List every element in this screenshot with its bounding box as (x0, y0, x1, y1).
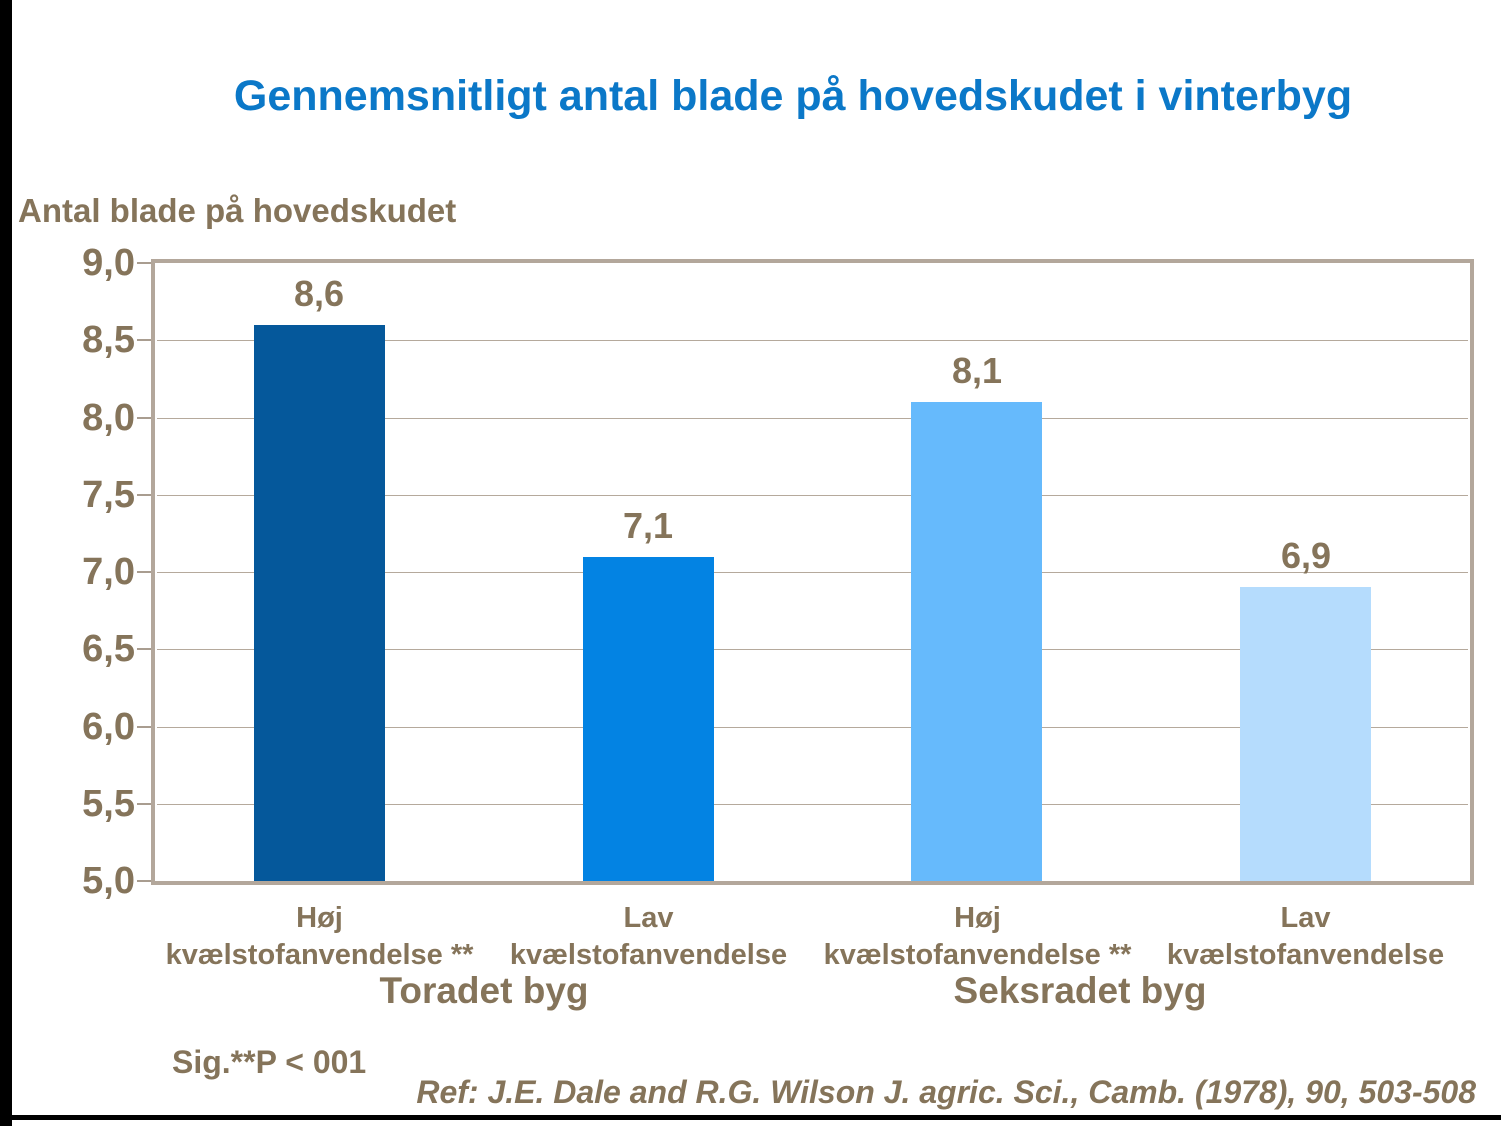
y-tick-mark (137, 417, 151, 419)
reference-citation: Ref: J.E. Dale and R.G. Wilson J. agric.… (416, 1074, 1476, 1110)
slide-bottom-border (0, 1115, 1501, 1120)
x-category-line2: kvælstofanvendelse ** (165, 939, 474, 971)
plot-area (151, 259, 1474, 885)
y-tick-label: 5,5 (82, 783, 135, 825)
y-tick-mark (137, 880, 151, 882)
group-label-toradet-byg: Toradet byg (379, 970, 589, 1011)
y-tick-label: 6,5 (82, 628, 135, 670)
x-category-line1: Lav (1280, 902, 1331, 934)
slide-left-border (0, 0, 12, 1126)
y-tick-label: 5,0 (82, 860, 135, 902)
x-category-line2: kvælstofanvendelse ** (823, 939, 1132, 971)
x-category-label: Høj kvælstofanvendelse ** (140, 900, 499, 974)
y-tick-mark (137, 262, 151, 264)
y-tick-label: 8,0 (82, 397, 135, 439)
x-category-line1: Høj (296, 902, 343, 934)
y-tick-mark (137, 648, 151, 650)
x-category-label: Lav kvælstofanvendelse (1126, 900, 1485, 974)
y-tick-label: 7,5 (82, 474, 135, 516)
y-axis-title: Antal blade på hovedskudet (18, 192, 457, 229)
x-category-label: Lav kvælstofanvendelse (469, 900, 828, 974)
x-category-line1: Lav (623, 902, 674, 934)
x-category-line1: Høj (954, 902, 1001, 934)
x-category-line2: kvælstofanvendelse (1166, 939, 1445, 971)
x-category-label: Høj kvælstofanvendelse ** (798, 900, 1157, 974)
y-tick-mark (137, 339, 151, 341)
y-tick-mark (137, 571, 151, 573)
y-tick-mark (137, 494, 151, 496)
y-tick-label: 8,5 (82, 319, 135, 361)
y-tick-mark (137, 803, 151, 805)
y-tick-mark (137, 726, 151, 728)
y-tick-label: 6,0 (82, 706, 135, 748)
y-tick-label: 9,0 (82, 242, 135, 284)
chart-title: Gennemsnitligt antal blade på hovedskude… (233, 72, 1353, 120)
y-tick-label: 7,0 (82, 551, 135, 593)
significance-note: Sig.**P < 001 (172, 1044, 367, 1080)
group-label-seksradet-byg: Seksradet byg (953, 970, 1207, 1011)
x-category-line2: kvælstofanvendelse (509, 939, 788, 971)
